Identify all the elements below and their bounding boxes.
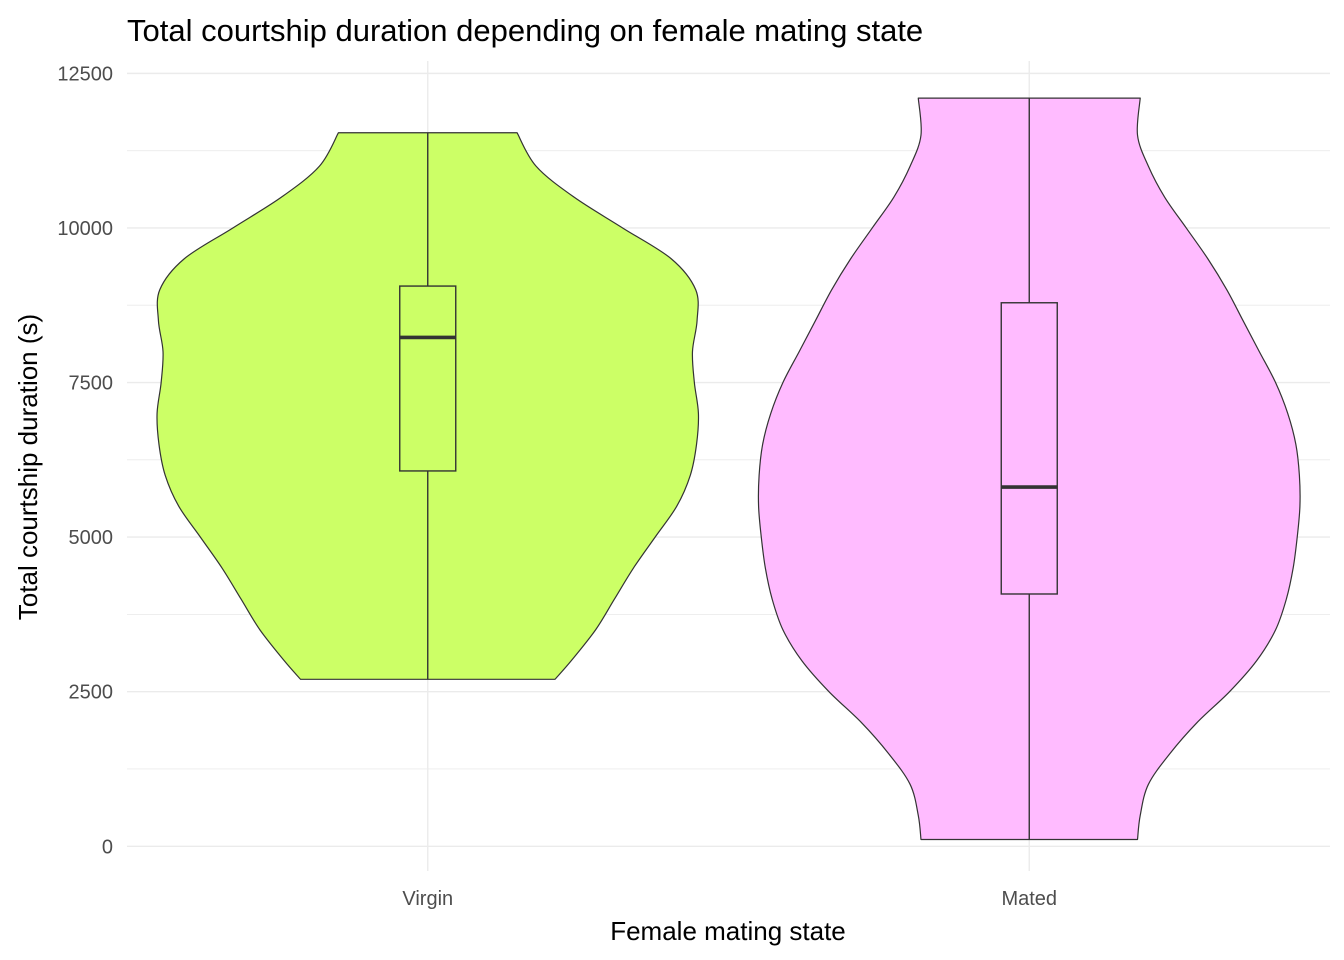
y-tick-label: 2500 bbox=[69, 682, 114, 704]
y-tick-label: 10000 bbox=[57, 218, 113, 240]
x-axis-title: Female mating state bbox=[610, 916, 846, 946]
y-tick-label: 12500 bbox=[57, 63, 113, 85]
x-tick-label: Virgin bbox=[402, 888, 453, 910]
y-tick-label: 7500 bbox=[69, 373, 114, 395]
chart-title: Total courtship duration depending on fe… bbox=[127, 13, 923, 48]
iqr-box bbox=[1000, 302, 1058, 595]
violin-group-virgin bbox=[156, 132, 700, 680]
violin-group-mated bbox=[757, 97, 1301, 841]
y-tick-label: 5000 bbox=[69, 527, 114, 549]
iqr-box bbox=[399, 285, 457, 472]
y-tick-label: 0 bbox=[102, 836, 113, 858]
axis-layer: 0 2500 5000 7500 10000 12500 Virgin Mated bbox=[57, 63, 1057, 910]
x-tick-label: Mated bbox=[1001, 888, 1057, 910]
plot-layer bbox=[156, 97, 1301, 841]
y-axis-title: Total courtship duration (s) bbox=[13, 314, 43, 620]
